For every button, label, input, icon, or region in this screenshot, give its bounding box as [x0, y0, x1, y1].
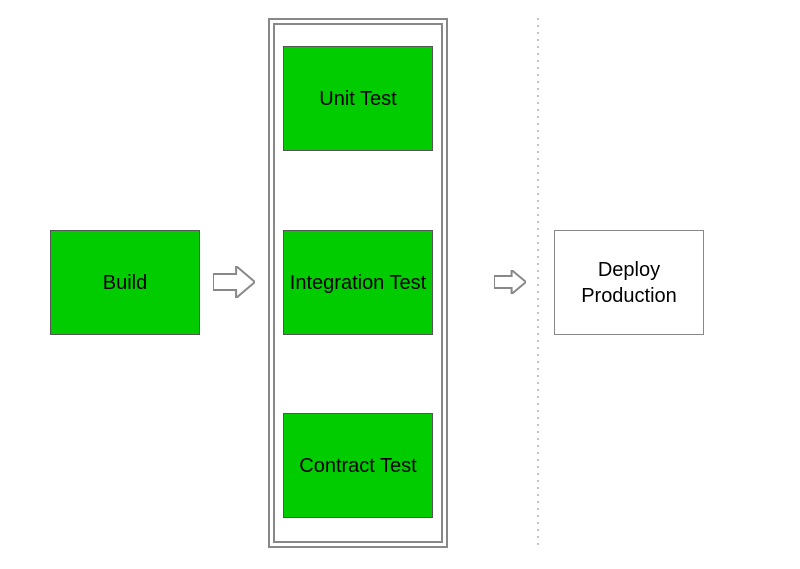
deploy-production-stage: Deploy Production: [554, 230, 704, 335]
contract-test-label: Contract Test: [299, 453, 416, 479]
integration-test-label: Integration Test: [290, 270, 426, 296]
contract-test-stage: Contract Test: [283, 413, 433, 518]
arrow-build-to-tests: [213, 266, 255, 298]
integration-test-stage: Integration Test: [283, 230, 433, 335]
unit-test-stage: Unit Test: [283, 46, 433, 151]
vertical-divider: [536, 18, 540, 548]
build-label: Build: [103, 270, 147, 296]
build-stage: Build: [50, 230, 200, 335]
unit-test-label: Unit Test: [319, 86, 396, 112]
arrow-right-icon: [213, 266, 255, 298]
arrow-tests-to-deploy: [494, 270, 526, 294]
deploy-label: Deploy Production: [555, 257, 703, 309]
arrow-right-icon: [494, 270, 526, 294]
